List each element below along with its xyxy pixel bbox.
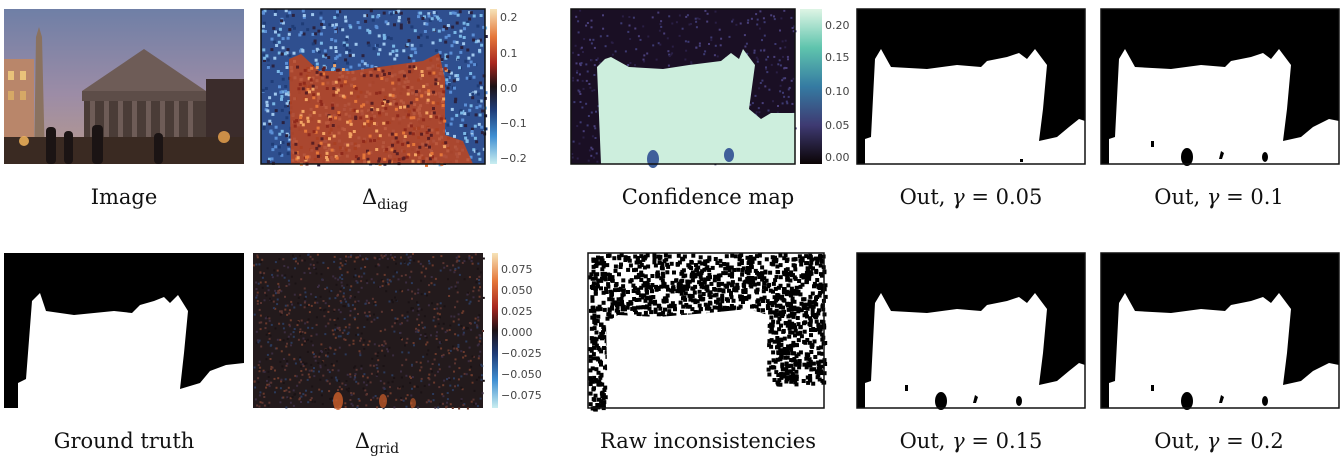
- mask-raw-inconsistencies: [587, 252, 828, 412]
- delta-grid-tick-3: 0.025: [501, 305, 533, 318]
- delta-diag-tick-1: 0.2: [500, 11, 518, 24]
- delta-diag-warm-speckle: [293, 64, 448, 167]
- panel-out-gamma-01: [1100, 8, 1340, 166]
- caption-out-gamma-015: Out, γ = 0.15: [899, 429, 1043, 453]
- confidence-tick-5: 0.00: [825, 151, 850, 164]
- caption-ground-truth: Ground truth: [53, 429, 195, 453]
- panel-raw-inconsistencies: [587, 252, 828, 412]
- mask-out-gamma-005: [856, 8, 1086, 165]
- confidence-map: 0.20 0.15 0.10 0.05 0.00: [570, 8, 850, 168]
- delta-grid-tick-2: 0.050: [501, 284, 533, 297]
- panel-ground-truth: [4, 253, 244, 408]
- confidence-tick-4: 0.05: [825, 119, 850, 132]
- input-photo: [4, 9, 244, 164]
- caption-out-gamma-01: Out, γ = 0.1: [1154, 185, 1284, 209]
- panel-out-gamma-005: [856, 8, 1086, 165]
- confidence-colorbar: [800, 9, 822, 164]
- delta-grid-tick-6: −0.050: [501, 368, 542, 381]
- delta-grid-tick-7: −0.075: [501, 389, 542, 402]
- delta-grid-tick-4: 0.000: [501, 326, 533, 339]
- panel-delta-diag: 0.2 0.1 0.0 −0.1 −0.2: [260, 8, 527, 167]
- panel-input-image: [4, 9, 244, 164]
- raw-inconsistencies-speckle: [588, 253, 828, 412]
- delta-diag-colorbar: [490, 9, 497, 164]
- mask-out-gamma-015: [856, 252, 1086, 410]
- caption-out-gamma-005: Out, γ = 0.05: [899, 185, 1043, 209]
- confidence-tick-1: 0.20: [825, 19, 850, 32]
- delta-diag-tick-4: −0.1: [500, 117, 527, 130]
- panel-delta-grid: 0.075 0.050 0.025 0.000 −0.025 −0.050 −0…: [253, 253, 543, 410]
- caption-out-gamma-02: Out, γ = 0.2: [1154, 429, 1284, 453]
- caption-raw-inconsistencies: Raw inconsistencies: [600, 429, 816, 453]
- delta-grid-map: 0.075 0.050 0.025 0.000 −0.025 −0.050 −0…: [253, 253, 542, 410]
- caption-delta-diag: Δdiag: [362, 185, 408, 213]
- delta-diag-map: 0.2 0.1 0.0 −0.1 −0.2: [260, 8, 527, 167]
- panel-confidence-map: 0.20 0.15 0.10 0.05 0.00: [570, 8, 850, 168]
- caption-image: Image: [90, 185, 158, 209]
- delta-grid-tick-1: 0.075: [501, 263, 533, 276]
- mask-out-gamma-01: [1100, 8, 1340, 166]
- panel-out-gamma-015: [856, 252, 1086, 410]
- delta-diag-tick-3: 0.0: [500, 82, 518, 95]
- mask-out-gamma-02: [1100, 252, 1340, 410]
- delta-diag-tick-2: 0.1: [500, 47, 518, 60]
- confidence-tick-2: 0.15: [825, 51, 850, 64]
- delta-diag-tick-5: −0.2: [500, 152, 527, 165]
- caption-delta-grid: Δgrid: [354, 429, 400, 457]
- delta-grid-speckle: [253, 253, 485, 410]
- mask-ground-truth: [4, 253, 244, 408]
- confidence-tick-3: 0.10: [825, 85, 850, 98]
- delta-grid-colorbar: [492, 253, 498, 408]
- caption-confidence-map: Confidence map: [621, 185, 795, 209]
- panel-out-gamma-02: [1100, 252, 1340, 410]
- delta-grid-tick-5: −0.025: [501, 347, 542, 360]
